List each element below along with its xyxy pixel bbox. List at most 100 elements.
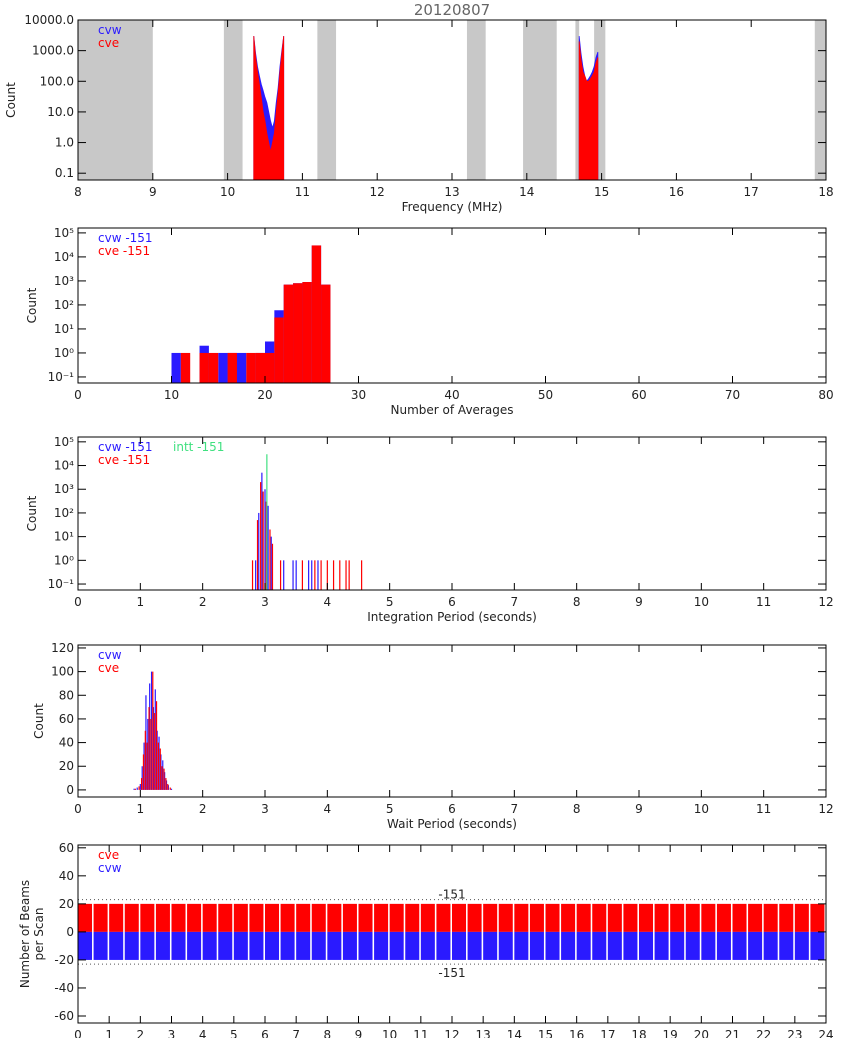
bar <box>187 903 202 932</box>
x-tick-label: 9 <box>635 802 643 816</box>
bar <box>327 931 342 960</box>
bar <box>180 352 191 383</box>
bar <box>389 931 404 960</box>
x-tick-label: 19 <box>663 1028 678 1038</box>
bar <box>233 903 248 932</box>
y-tick-label: 60 <box>59 841 74 855</box>
y-axis-label: Count <box>32 703 46 739</box>
bar <box>561 931 576 960</box>
x-tick-label: 4 <box>199 1028 207 1038</box>
bar <box>78 903 93 932</box>
bar <box>342 931 357 960</box>
x-tick-label: 4 <box>324 802 332 816</box>
legend-label: cvw <box>98 648 122 662</box>
x-tick-label: 20 <box>694 1028 709 1038</box>
excluded-band <box>223 20 243 180</box>
bar <box>763 931 778 960</box>
bar <box>202 931 217 960</box>
bar <box>716 903 731 932</box>
bar <box>208 352 219 383</box>
x-tick-label: 1 <box>137 595 145 609</box>
bar <box>124 931 139 960</box>
plot-frame <box>77 19 827 181</box>
x-tick-label: 13 <box>444 185 459 199</box>
bar <box>763 903 778 932</box>
x-tick-label: 0 <box>74 388 82 402</box>
legend-label: cvw -151 <box>98 231 153 245</box>
y-tick-label: 20 <box>59 759 74 773</box>
x-tick-label: 16 <box>569 1028 584 1038</box>
y-tick-label: 1000.0 <box>32 44 74 58</box>
x-tick-label: 17 <box>600 1028 615 1038</box>
x-axis-label: Number of Averages <box>391 403 514 417</box>
x-tick-label: 20 <box>257 388 272 402</box>
bar <box>236 352 247 383</box>
bar <box>283 284 294 383</box>
y-tick-label: 40 <box>59 869 74 883</box>
x-tick-label: 0 <box>74 595 82 609</box>
bar <box>654 903 669 932</box>
bar <box>452 931 467 960</box>
y-tick-label: 1.0 <box>55 136 74 150</box>
y-tick-label: 10⁴ <box>54 459 74 473</box>
x-axis-label: Integration Period (seconds) <box>367 610 537 624</box>
bar <box>374 931 389 960</box>
y-tick-label: 10² <box>54 298 74 312</box>
bar <box>311 245 322 383</box>
legend-label: cvw <box>98 23 122 37</box>
y-axis-label: Count <box>25 495 39 531</box>
legend-label: cvw -151 <box>98 440 153 454</box>
y-axis-label: per Scan <box>32 908 46 961</box>
bar <box>732 903 747 932</box>
bar <box>639 931 654 960</box>
x-axis-label: Frequency (MHz) <box>402 200 503 214</box>
bar <box>246 352 256 383</box>
x-tick-label: 3 <box>261 595 269 609</box>
bar <box>124 903 139 932</box>
x-tick-label: 12 <box>444 1028 459 1038</box>
bar <box>576 931 591 960</box>
bar <box>265 931 280 960</box>
x-tick-label: 7 <box>292 1028 300 1038</box>
y-tick-label: 120 <box>51 641 74 655</box>
bar <box>685 903 700 932</box>
bar <box>311 903 326 932</box>
bar <box>342 903 357 932</box>
y-tick-label: -60 <box>54 1009 74 1023</box>
x-tick-label: 7 <box>511 802 519 816</box>
area <box>253 35 285 181</box>
x-tick-label: 10 <box>164 388 179 402</box>
bar <box>498 903 513 932</box>
y-tick-label: 10² <box>54 506 74 520</box>
y-tick-label: 20 <box>59 897 74 911</box>
x-tick-label: 23 <box>787 1028 802 1038</box>
bar <box>701 931 716 960</box>
bar <box>498 931 513 960</box>
legend-label: cve -151 <box>98 453 150 467</box>
x-tick-label: 15 <box>538 1028 553 1038</box>
x-tick-label: 5 <box>230 1028 238 1038</box>
x-tick-label: 22 <box>756 1028 771 1038</box>
y-tick-label: 10⁰ <box>54 346 74 360</box>
bar <box>296 931 311 960</box>
legend-label: cve <box>98 848 119 862</box>
x-tick-label: 4 <box>324 595 332 609</box>
x-tick-label: 11 <box>295 185 310 199</box>
x-tick-label: 80 <box>818 388 833 402</box>
x-tick-label: 9 <box>149 185 157 199</box>
y-tick-label: 10¹ <box>54 322 74 336</box>
x-tick-label: 6 <box>448 802 456 816</box>
bar <box>561 903 576 932</box>
bar <box>358 931 373 960</box>
bar <box>670 903 685 932</box>
y-tick-label: 10000.0 <box>24 13 74 27</box>
x-tick-label: 2 <box>199 595 207 609</box>
bar <box>265 352 275 383</box>
x-tick-label: 10 <box>220 185 235 199</box>
bar <box>779 931 794 960</box>
bar <box>436 903 451 932</box>
bar <box>467 903 482 932</box>
reference-label: -151 <box>438 966 465 980</box>
x-tick-label: 3 <box>261 802 269 816</box>
plot-frame <box>77 436 827 591</box>
